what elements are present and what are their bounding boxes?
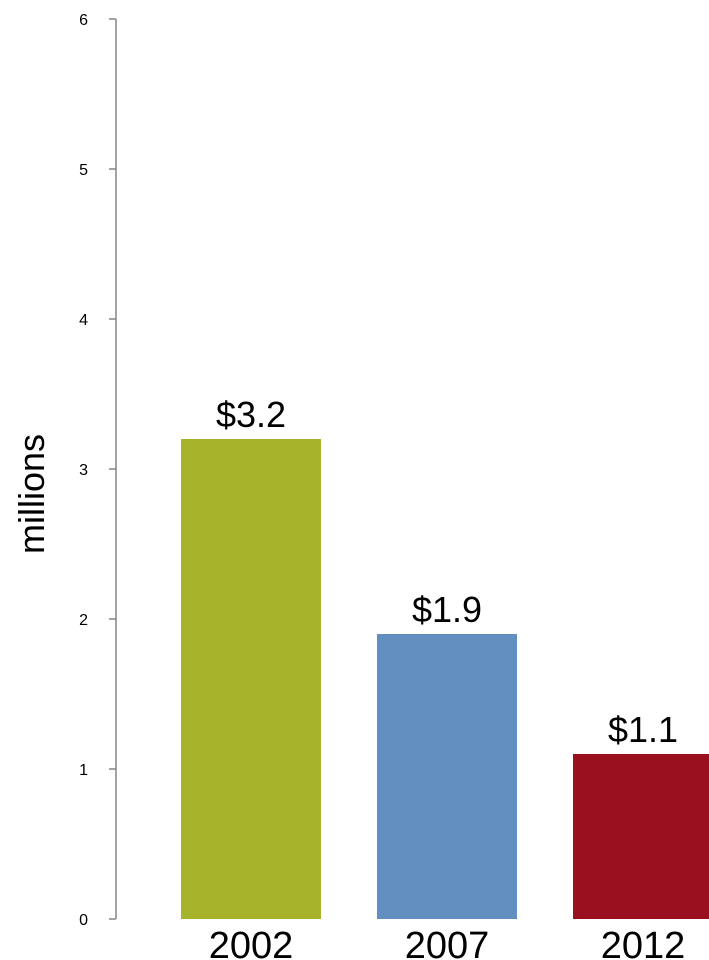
data-label-2012: $1.1 (608, 709, 678, 750)
bars (181, 439, 709, 919)
y-tick-label: 5 (79, 162, 88, 179)
y-tick-label: 6 (79, 12, 88, 29)
y-tick-label: 3 (79, 462, 88, 479)
data-label-2002: $3.2 (216, 394, 286, 435)
y-tick-label: 2 (79, 612, 88, 629)
y-tick-label: 0 (79, 912, 88, 929)
y-tick-label: 4 (79, 312, 88, 329)
bar-2012 (573, 754, 709, 919)
category-label-2012: 2012 (601, 925, 686, 960)
y-axis: 0 1 2 3 4 5 6 (79, 12, 117, 929)
labels: $3.2 2002 $1.9 2007 $1.1 2012 (209, 394, 686, 960)
bar-2007 (377, 634, 517, 919)
y-axis-title: millions (11, 434, 52, 554)
data-label-2007: $1.9 (412, 589, 482, 630)
bar-2002 (181, 439, 321, 919)
category-label-2007: 2007 (405, 925, 490, 960)
y-tick-label: 1 (79, 762, 88, 779)
category-label-2002: 2002 (209, 925, 294, 960)
